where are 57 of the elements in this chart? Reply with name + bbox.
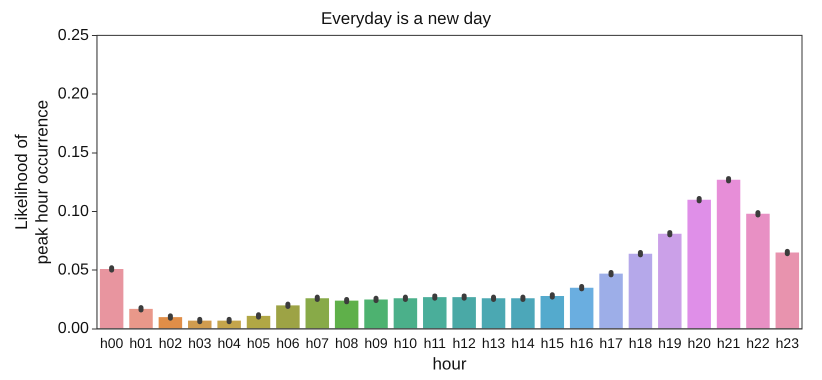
bar [423, 297, 447, 328]
bar [246, 316, 270, 328]
x-tick-label: h09 [364, 335, 388, 352]
x-tick-label: h22 [746, 335, 770, 352]
y-tick-label: 0.10 [58, 202, 90, 220]
bar [716, 180, 740, 328]
x-tick-label: h12 [452, 335, 476, 352]
x-tick-label: h05 [246, 335, 270, 352]
x-tick-label: h08 [334, 335, 359, 352]
x-tick-label: h02 [158, 335, 182, 352]
x-tick-label: h06 [276, 335, 300, 352]
x-tick-label: h00 [100, 335, 124, 352]
bar [540, 296, 564, 328]
x-tick-label: h21 [716, 335, 740, 352]
x-tick-label: h07 [306, 335, 330, 352]
x-tick-label: h04 [217, 335, 242, 352]
bar [188, 320, 212, 328]
x-tick-label: h01 [129, 335, 153, 352]
bar [687, 200, 711, 328]
bar [482, 298, 506, 328]
bar [570, 288, 594, 328]
bar [658, 234, 682, 328]
bar [217, 320, 241, 328]
bar [158, 317, 182, 328]
x-tick-label: h16 [570, 335, 594, 352]
bar [364, 299, 388, 328]
x-tick-label: h13 [482, 335, 506, 352]
x-tick-label: h14 [511, 335, 535, 352]
bar [129, 308, 153, 328]
bar [746, 214, 770, 328]
y-tick-label: 0.25 [58, 26, 90, 44]
x-tick-label: h15 [540, 335, 564, 352]
x-tick-label: h11 [424, 335, 446, 352]
bar [394, 298, 418, 328]
bar [276, 305, 300, 328]
y-tick-label: 0.00 [58, 320, 90, 338]
bar [306, 298, 330, 328]
x-tick-label: h17 [599, 335, 623, 352]
x-tick-label: h03 [188, 335, 212, 352]
bar [334, 300, 358, 328]
bar [628, 254, 652, 328]
x-tick-label: h18 [628, 335, 652, 352]
y-tick-label: 0.15 [58, 144, 90, 162]
bar [452, 297, 476, 328]
x-tick-label: h19 [658, 335, 682, 352]
x-tick-label: h23 [776, 335, 800, 352]
y-tick-label: 0.05 [58, 262, 90, 279]
bar [599, 274, 623, 328]
y-axis-title: Likelihood of peak hour occurrence [12, 100, 52, 264]
x-tick-label: h10 [394, 335, 418, 352]
bar [100, 268, 124, 328]
bar [511, 298, 535, 328]
x-tick-label: h20 [688, 335, 712, 352]
bar [776, 252, 800, 328]
x-axis-title: hour [432, 354, 467, 374]
chart-title: Everyday is a new day [320, 8, 492, 28]
y-tick-label: 0.20 [58, 85, 90, 102]
